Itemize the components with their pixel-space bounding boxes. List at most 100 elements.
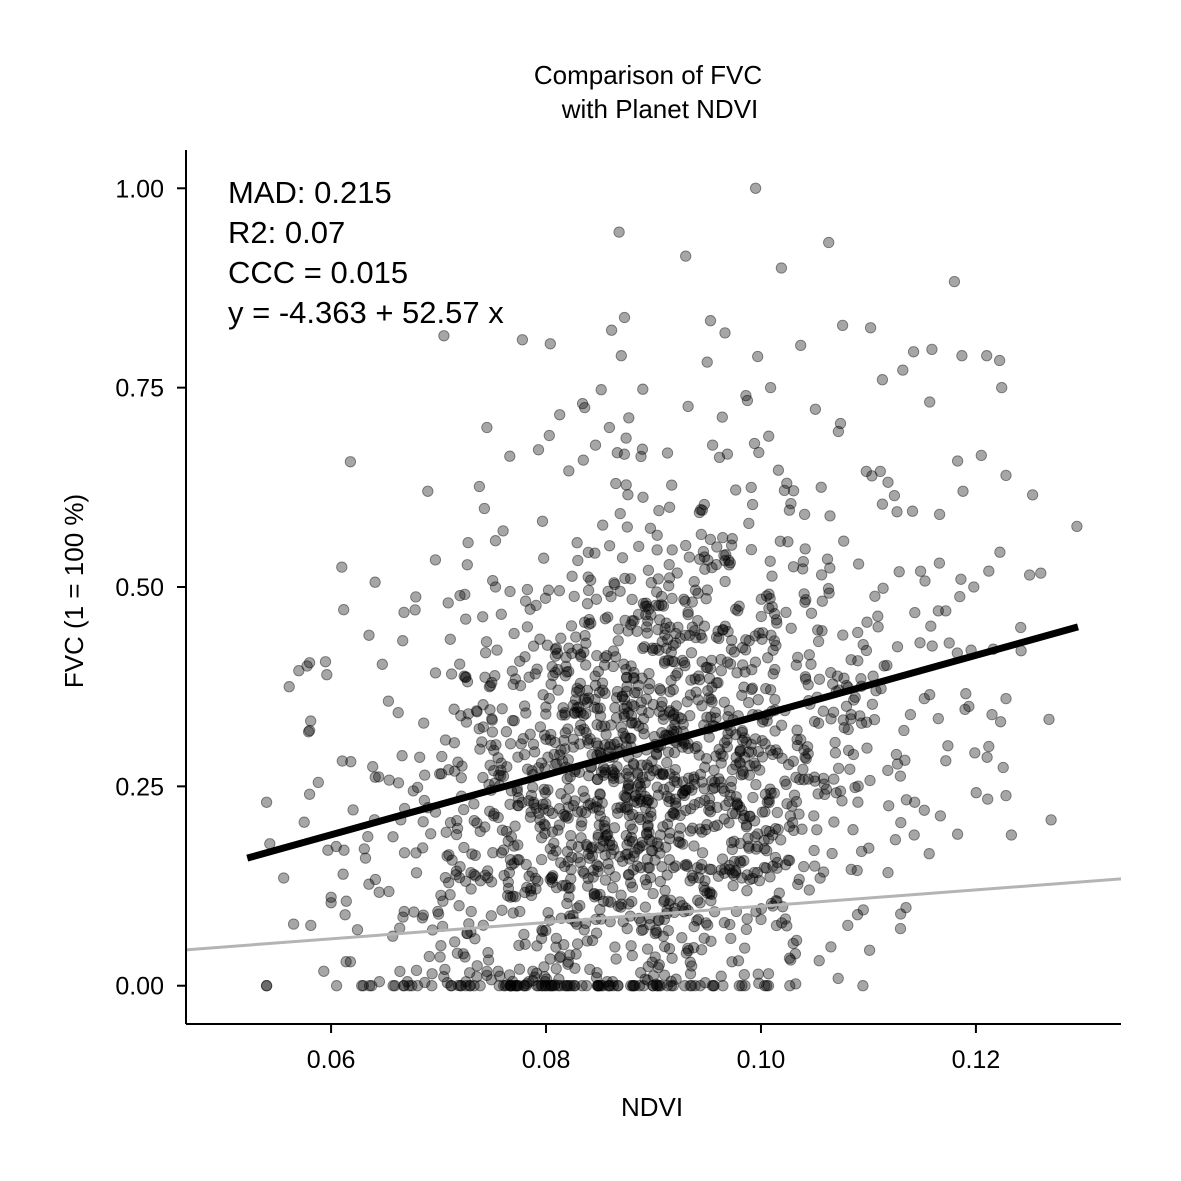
data-point [441,977,453,989]
data-point [580,806,592,819]
data-point [562,754,574,766]
data-point [567,741,580,753]
data-point [633,540,645,553]
data-point [803,884,815,896]
data-point [738,732,751,744]
data-point [732,955,745,967]
data-point [455,980,467,992]
data-point [497,770,510,782]
data-point [520,707,532,719]
data-point [635,786,647,798]
data-point [996,381,1008,394]
data-point [417,816,429,828]
data-point [581,935,593,947]
data-point [481,969,493,982]
data-point [774,535,786,547]
data-point [508,840,520,852]
data-point [697,545,710,558]
data-point [567,799,580,812]
data-point [674,632,686,644]
data-point [826,847,838,860]
data-point [611,447,623,459]
data-point [651,926,663,939]
data-point [607,980,620,992]
data-point [683,551,695,563]
data-point [559,707,571,719]
data-point [657,769,670,781]
data-point [524,728,536,740]
data-point [986,708,998,721]
data-point [1005,829,1018,841]
data-point [746,498,759,511]
data-point [758,861,771,874]
data-point [799,596,811,608]
data-point [592,980,604,992]
data-point [565,873,577,885]
data-point [647,970,660,982]
data-point [574,649,587,661]
data-point [553,803,566,815]
data-point [745,481,757,494]
data-point [653,706,666,718]
data-point [619,802,631,814]
data-point [603,835,616,847]
data-point [575,651,587,663]
data-point [671,776,683,789]
data-point [451,814,463,827]
data-point [408,906,420,918]
data-point [718,549,730,562]
data-point [546,826,559,838]
data-point [643,683,655,695]
data-point [673,830,685,842]
chart-title-line-1: Comparison of FVC [534,60,762,90]
data-point [692,894,704,906]
data-point [438,330,450,342]
data-point [548,980,560,992]
data-point [302,726,315,738]
data-point [362,830,374,843]
data-point [672,711,685,723]
data-point [688,575,700,588]
data-point [726,533,738,545]
data-point [653,959,665,971]
data-point [260,796,273,808]
data-point [533,807,545,819]
data-point [512,792,525,804]
data-point [609,651,622,663]
data-point [505,831,518,843]
data-point [505,980,517,992]
data-point [733,600,745,612]
y-tick-label: 0.75 [115,375,164,403]
data-point [699,875,711,887]
data-point [715,748,727,760]
data-point [492,752,504,764]
data-point [752,745,765,758]
data-point [646,845,659,857]
data-point [829,747,842,759]
data-point [770,614,783,626]
data-point [863,842,875,854]
data-point [528,796,540,808]
data-point [504,980,516,992]
data-point [519,886,531,899]
data-point [627,980,639,992]
data-point [797,555,809,568]
data-point [633,720,645,732]
data-point [712,870,725,882]
data-point [621,680,633,693]
data-point [643,603,655,615]
data-point [746,664,758,676]
data-point [558,939,570,951]
data-point [691,915,703,927]
data-point [724,557,736,569]
data-point [656,696,668,708]
x-tick-label: 0.06 [307,1046,356,1074]
data-point [571,902,583,914]
data-point [676,741,689,753]
data-point [868,713,881,726]
data-point [681,696,693,708]
data-point [556,755,569,767]
data-point [574,899,586,912]
data-point [595,720,608,733]
data-point [787,485,800,497]
